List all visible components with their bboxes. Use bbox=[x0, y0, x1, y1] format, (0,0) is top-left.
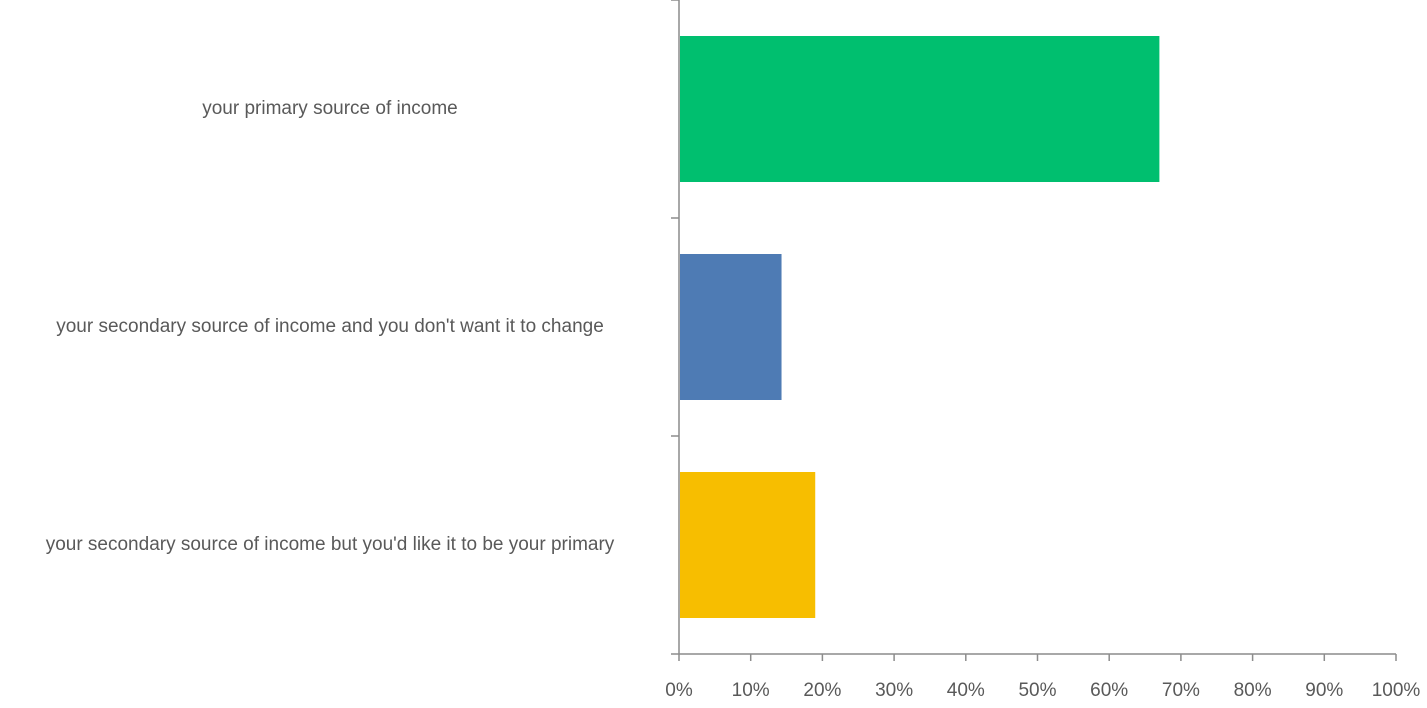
category-label-secondary-keep: your secondary source of income and you … bbox=[56, 316, 604, 337]
bar bbox=[680, 254, 782, 400]
category-label-primary: your primary source of income bbox=[202, 98, 458, 119]
x-tick-label: 80% bbox=[1233, 680, 1272, 701]
x-tick-label: 30% bbox=[875, 680, 914, 701]
x-tick-label: 70% bbox=[1161, 680, 1200, 701]
x-tick-label: 50% bbox=[1018, 680, 1057, 701]
x-tick-label: 100% bbox=[1371, 680, 1421, 701]
category-label-secondary-want-primary: your secondary source of income but you'… bbox=[45, 534, 615, 555]
x-tick-label: 20% bbox=[803, 680, 842, 701]
x-tick-label: 90% bbox=[1305, 680, 1344, 701]
bar bbox=[680, 472, 816, 618]
x-tick-label: 60% bbox=[1090, 680, 1129, 701]
x-tick-label: 10% bbox=[731, 680, 770, 701]
x-tick-label: 40% bbox=[946, 680, 985, 701]
x-tick-label: 0% bbox=[665, 680, 693, 701]
bar bbox=[680, 36, 1160, 182]
